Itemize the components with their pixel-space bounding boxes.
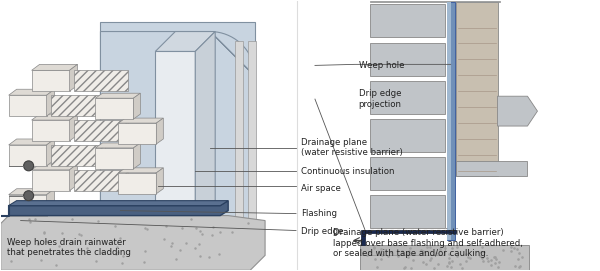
Polygon shape: [100, 31, 255, 240]
FancyBboxPatch shape: [50, 145, 106, 166]
Polygon shape: [8, 195, 47, 216]
Polygon shape: [8, 139, 55, 145]
Circle shape: [23, 191, 34, 201]
Polygon shape: [100, 31, 255, 240]
Polygon shape: [133, 93, 140, 119]
Polygon shape: [8, 89, 55, 95]
FancyBboxPatch shape: [74, 70, 128, 91]
Polygon shape: [70, 164, 77, 191]
FancyBboxPatch shape: [370, 4, 445, 37]
Text: Drainage plane (water resistive barrier)
lapped over base flashing and self-adhe: Drainage plane (water resistive barrier)…: [333, 228, 523, 258]
Polygon shape: [155, 31, 215, 51]
Text: Air space: Air space: [301, 183, 341, 193]
Polygon shape: [8, 201, 228, 216]
Polygon shape: [70, 64, 77, 91]
Circle shape: [23, 161, 34, 171]
Polygon shape: [157, 118, 163, 144]
Polygon shape: [360, 246, 529, 270]
Polygon shape: [195, 31, 215, 240]
Polygon shape: [118, 168, 163, 173]
FancyBboxPatch shape: [446, 2, 455, 240]
FancyBboxPatch shape: [370, 1, 500, 2]
FancyBboxPatch shape: [370, 195, 445, 228]
Polygon shape: [157, 168, 163, 194]
FancyBboxPatch shape: [74, 170, 128, 191]
FancyBboxPatch shape: [455, 2, 497, 176]
Polygon shape: [118, 173, 157, 194]
Polygon shape: [361, 230, 365, 246]
Text: Weep hole: Weep hole: [359, 61, 404, 70]
Polygon shape: [47, 189, 55, 216]
FancyBboxPatch shape: [370, 43, 445, 76]
Polygon shape: [8, 201, 228, 206]
FancyBboxPatch shape: [455, 161, 527, 176]
FancyBboxPatch shape: [370, 119, 445, 152]
Polygon shape: [497, 96, 538, 126]
Polygon shape: [1, 216, 265, 270]
FancyBboxPatch shape: [370, 157, 445, 190]
Polygon shape: [360, 246, 445, 255]
FancyBboxPatch shape: [248, 41, 256, 240]
FancyBboxPatch shape: [100, 22, 255, 240]
FancyBboxPatch shape: [74, 120, 128, 141]
Polygon shape: [47, 89, 55, 116]
Polygon shape: [32, 120, 70, 141]
Polygon shape: [8, 145, 47, 166]
Polygon shape: [95, 148, 133, 169]
Polygon shape: [32, 64, 77, 70]
Polygon shape: [95, 143, 140, 148]
Polygon shape: [95, 93, 140, 98]
Text: Flashing: Flashing: [301, 209, 337, 218]
Polygon shape: [70, 114, 77, 141]
Polygon shape: [118, 118, 163, 123]
FancyBboxPatch shape: [446, 2, 451, 240]
FancyBboxPatch shape: [235, 41, 243, 240]
FancyBboxPatch shape: [50, 95, 106, 116]
Polygon shape: [95, 98, 133, 119]
Polygon shape: [32, 70, 70, 91]
Polygon shape: [118, 123, 157, 144]
Polygon shape: [8, 95, 47, 116]
Polygon shape: [32, 114, 77, 120]
Polygon shape: [133, 143, 140, 169]
Polygon shape: [365, 230, 455, 234]
Text: Drip edge: Drip edge: [301, 227, 344, 236]
Polygon shape: [32, 170, 70, 191]
Text: Drip edge
projection: Drip edge projection: [359, 89, 401, 109]
Polygon shape: [32, 164, 77, 170]
Text: Continuous insulation: Continuous insulation: [301, 167, 395, 176]
Polygon shape: [47, 139, 55, 166]
Polygon shape: [155, 51, 195, 240]
Text: Drainage plane
(water resistive barrier): Drainage plane (water resistive barrier): [301, 138, 403, 157]
Text: Weep holes drain rainwater
that penetrates the cladding: Weep holes drain rainwater that penetrat…: [7, 238, 131, 257]
Polygon shape: [8, 189, 55, 195]
FancyBboxPatch shape: [370, 81, 445, 114]
